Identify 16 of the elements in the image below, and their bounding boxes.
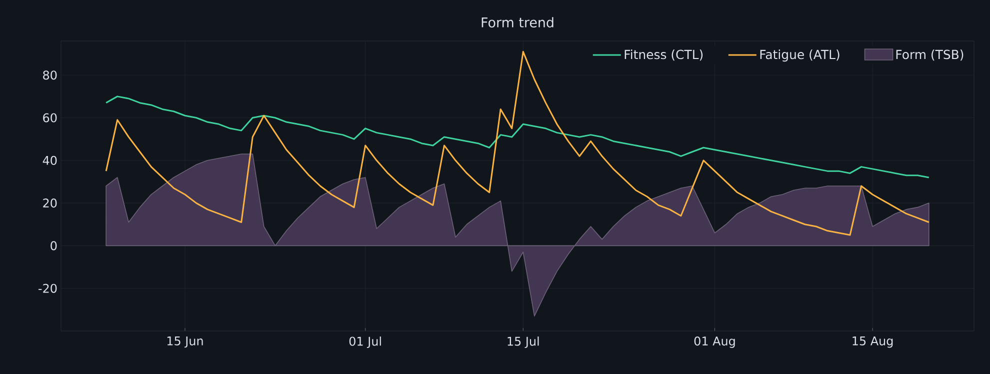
y-tick-label: 60 — [43, 113, 57, 122]
x-tick-label: 15 Jun — [167, 336, 203, 348]
legend-label: Fatigue (ATL) — [760, 50, 840, 62]
chart-title: Form trend — [482, 17, 554, 28]
y-tick-label: -20 — [38, 284, 57, 293]
x-tick-label: 15 Aug — [852, 336, 893, 348]
x-tick-label: 15 Jul — [508, 336, 539, 348]
y-tick-label: 0 — [50, 241, 57, 250]
x-tick-label: 01 Jul — [349, 336, 381, 348]
y-tick-label: 80 — [43, 70, 57, 80]
y-tick-label: 40 — [42, 156, 57, 165]
legend-label: Form (TSB) — [896, 50, 964, 61]
y-tick-label: 20 — [43, 198, 57, 208]
x-tick-label: 01 Aug — [694, 336, 735, 348]
line-series — [105, 50, 930, 236]
legend-label: Fitness (CTL) — [624, 50, 703, 61]
